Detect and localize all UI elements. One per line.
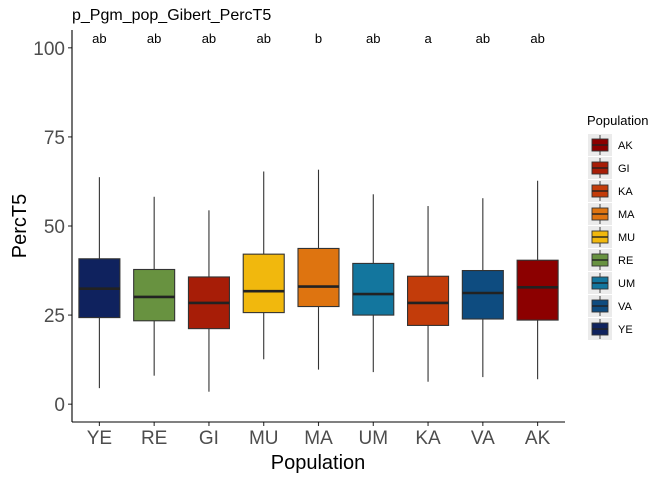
significance-letters: ab ab ab ab b ab a ab ab	[92, 31, 545, 46]
chart-title: p_Pgm_pop_Gibert_PercT5	[72, 7, 271, 24]
significance-letter: ab	[256, 31, 270, 46]
legend-item-re: RE	[588, 249, 633, 271]
box-body	[297, 247, 340, 308]
legend-item-um: UM	[588, 272, 635, 294]
legend-label: YE	[618, 324, 633, 336]
legend-label: AK	[618, 140, 633, 152]
box-ak	[516, 180, 559, 380]
legend-item-ak: AK	[588, 134, 633, 156]
significance-letter: ab	[202, 31, 216, 46]
box-re	[133, 196, 176, 376]
box-um	[352, 194, 395, 373]
y-tick-label: 0	[54, 395, 65, 416]
significance-letter: ab	[92, 31, 106, 46]
box-body	[516, 259, 559, 321]
legend-item-gi: GI	[588, 157, 630, 179]
box-mu	[242, 171, 285, 360]
x-tick-label: KA	[415, 428, 441, 449]
y-tick-label: 25	[44, 306, 65, 327]
legend-label: RE	[618, 255, 633, 267]
legend-item-ye: YE	[588, 318, 633, 340]
x-tick-label: YE	[87, 428, 112, 449]
legend-item-mu: MU	[588, 226, 635, 248]
legend-label: GI	[618, 163, 630, 175]
boxes	[78, 169, 559, 392]
x-tick-label: UM	[358, 428, 388, 449]
legend: Population AK GI KA MA MU RE UM VA YE	[587, 113, 648, 340]
significance-letter: ab	[147, 31, 161, 46]
box-gi	[187, 210, 230, 392]
significance-letter: ab	[366, 31, 380, 46]
box-body	[407, 275, 450, 326]
x-axis-ticks: YE RE GI MU MA UM KA VA AK	[87, 422, 551, 449]
box-body	[461, 269, 504, 320]
significance-letter: a	[424, 31, 432, 46]
legend-label: UM	[618, 278, 635, 290]
legend-item-ka: KA	[588, 180, 633, 202]
x-tick-label: RE	[141, 428, 167, 449]
y-axis-title: PercT5	[9, 194, 31, 258]
box-body	[352, 262, 395, 316]
box-ye	[78, 177, 121, 389]
legend-item-ma: MA	[588, 203, 635, 225]
box-body	[242, 253, 285, 314]
legend-label: MU	[618, 232, 635, 244]
x-tick-label: GI	[199, 428, 219, 449]
legend-label: VA	[618, 301, 633, 313]
significance-letter: b	[315, 31, 322, 46]
significance-letter: ab	[476, 31, 490, 46]
legend-label: MA	[618, 209, 635, 221]
x-tick-label: MA	[304, 428, 333, 449]
y-tick-label: 50	[44, 217, 65, 238]
box-ma	[297, 169, 340, 370]
box-ka	[407, 206, 450, 382]
x-tick-label: VA	[471, 428, 495, 449]
x-tick-label: MU	[249, 428, 279, 449]
x-axis-title: Population	[271, 452, 366, 474]
significance-letter: ab	[530, 31, 544, 46]
y-axis-ticks: 0 25 50 75 100	[33, 39, 72, 416]
legend-item-va: VA	[588, 295, 633, 317]
box-body	[133, 268, 176, 322]
box-va	[461, 198, 504, 378]
y-tick-label: 75	[44, 128, 65, 149]
legend-title: Population	[587, 113, 648, 128]
x-tick-label: AK	[525, 428, 551, 449]
y-tick-label: 100	[33, 39, 65, 60]
legend-label: KA	[618, 186, 633, 198]
